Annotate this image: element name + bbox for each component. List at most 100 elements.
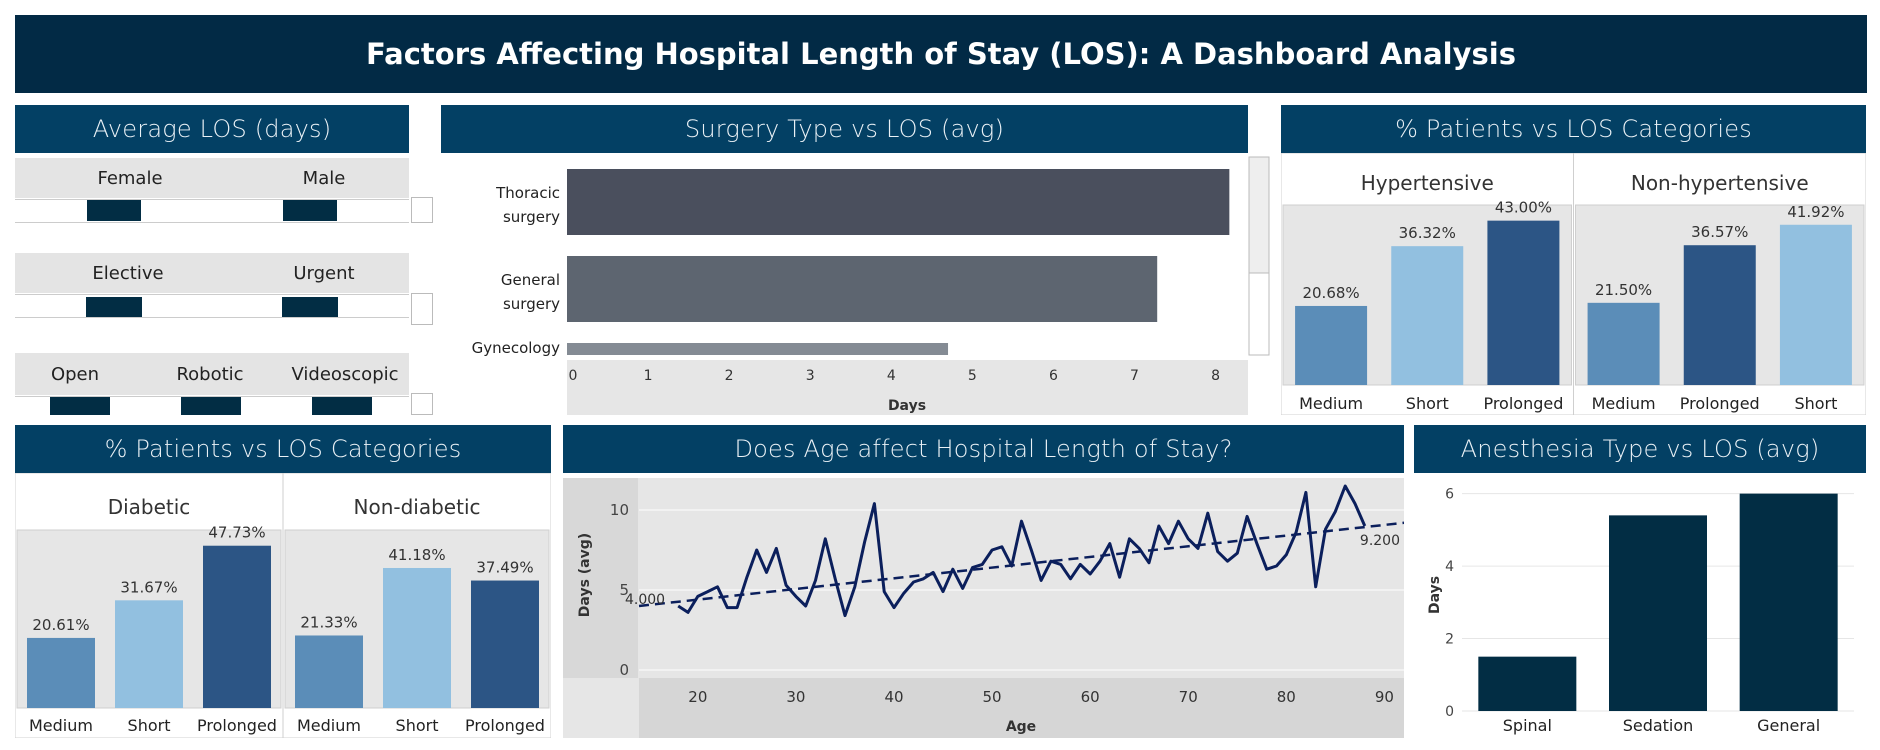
- anesthesia-y-tick: 6: [1445, 487, 1454, 503]
- bar-category-label: Medium: [1299, 394, 1363, 413]
- bar-value-label: 43.00%: [1495, 199, 1552, 217]
- avg-los-panel: Female Male Elective Urgent Open Robotic…: [15, 153, 435, 415]
- age-yaxis-band: [563, 478, 638, 678]
- bar-value-label: 20.68%: [1302, 284, 1359, 302]
- elective-label: Elective: [92, 263, 164, 284]
- anesthesia-bar: [1609, 515, 1707, 711]
- male-bar: [283, 200, 337, 221]
- bar-value-label: 21.33%: [300, 613, 357, 631]
- elective-bar: [86, 297, 142, 317]
- surgery-bar: [567, 343, 949, 355]
- anesthesia-chart: 0 2 4 6 Spinal Sedation General Days: [1427, 487, 1854, 735]
- surgery-x-tick: 4: [887, 368, 896, 384]
- avg-los-header: Average LOS (days): [15, 105, 409, 153]
- admission-header-band: [15, 253, 409, 293]
- percent-bar: [1779, 224, 1852, 385]
- surgery-x-tick: 5: [968, 368, 977, 384]
- surgery-scrollbar-thumb[interactable]: [1248, 156, 1270, 274]
- surgery-approach-group: Open Robotic Videoscopic: [15, 353, 409, 415]
- bar-value-label: 37.49%: [476, 559, 533, 577]
- percent-bar: [1295, 305, 1368, 385]
- surgery-header: Surgery Type vs LOS (avg): [441, 105, 1248, 153]
- age-x-axis-label: Age: [1006, 719, 1036, 735]
- age-x-tick: 80: [1277, 688, 1296, 706]
- bar-category-label: Short: [396, 716, 439, 735]
- age-chart: 0 5 10 20 30 40 50 60 70 80 90 4.000 9.200 Age Day…: [563, 478, 1404, 738]
- gender-group: Female Male: [15, 158, 409, 228]
- bar-value-label: 20.61%: [32, 616, 89, 634]
- admission-group: Elective Urgent: [15, 253, 409, 323]
- percent-bar: [1487, 220, 1560, 385]
- male-label: Male: [302, 168, 346, 189]
- diab-header: % Patients vs LOS Categories: [15, 425, 551, 473]
- trend-end-label: 9.200: [1360, 533, 1400, 549]
- surgery-category-label: surgery: [503, 295, 560, 313]
- age-x-tick: 40: [884, 688, 903, 706]
- age-x-tick: 20: [688, 688, 707, 706]
- percent-bar: [471, 580, 539, 708]
- age-y-tick: 10: [610, 501, 629, 519]
- percent-bar: [203, 545, 271, 708]
- dashboard-title: Factors Affecting Hospital Length of Sta…: [366, 37, 1516, 71]
- bar-value-label: 41.92%: [1787, 203, 1844, 221]
- age-x-tick: 60: [1081, 688, 1100, 706]
- open-label: Open: [50, 364, 100, 385]
- surgery-bar: [567, 256, 1158, 322]
- gender-bar-row: [15, 199, 409, 223]
- gender-scrollbar[interactable]: [411, 197, 433, 223]
- percent-bar: [295, 635, 363, 708]
- diabetes-chart: Diabetic 20.61% Medium 31.67% Short 47.73% Pro…: [15, 473, 551, 738]
- surgery-category-label: General: [501, 271, 560, 289]
- age-y-tick: 5: [619, 581, 629, 599]
- bar-category-label: Prolonged: [1680, 394, 1760, 413]
- age-x-tick: 30: [786, 688, 805, 706]
- anesthesia-bar: [1478, 656, 1577, 711]
- bar-category-label: Short: [1406, 394, 1449, 413]
- age-title: Does Age affect Hospital Length of Stay?: [734, 435, 1233, 463]
- bar-category-label: Medium: [297, 716, 361, 735]
- surgery-chart: ThoracicsurgeryGeneralsurgeryGynecology …: [472, 156, 1270, 415]
- anesthesia-header: Anesthesia Type vs LOS (avg): [1414, 425, 1866, 473]
- avg-los-title: Average LOS (days): [92, 115, 332, 143]
- anesthesia-y-tick: 2: [1445, 632, 1454, 648]
- bar-category-label: Prolonged: [197, 716, 277, 735]
- age-xaxis-band: [639, 678, 1404, 738]
- age-y-tick: 0: [619, 661, 629, 679]
- surgery-axis-band: [567, 360, 1248, 415]
- age-y-axis-label: Days (avg): [577, 533, 593, 617]
- surgery-bar: [567, 169, 1230, 235]
- anesthesia-y-tick: 0: [1445, 704, 1454, 720]
- hypertension-chart: Hypertensive 20.68% Medium 36.32% Short 43.00…: [1281, 153, 1866, 415]
- robotic-bar: [181, 397, 241, 415]
- hyper-header: % Patients vs LOS Categories: [1281, 105, 1866, 153]
- percent-bar: [1391, 246, 1464, 385]
- percent-bar: [115, 600, 183, 708]
- trend-start-label: 4.000: [625, 592, 665, 608]
- surgery-x-tick: 6: [1049, 368, 1058, 384]
- bar-category-label: Medium: [1592, 394, 1656, 413]
- age-header: Does Age affect Hospital Length of Stay?: [563, 425, 1404, 473]
- urgent-label: Urgent: [293, 263, 355, 284]
- anesthesia-category-label: General: [1757, 716, 1820, 735]
- surgery-x-axis-label: Days: [888, 398, 926, 414]
- open-bar: [50, 397, 110, 415]
- admission-scrollbar[interactable]: [411, 293, 433, 325]
- gender-header-band: [15, 158, 409, 198]
- bar-value-label: 36.32%: [1399, 224, 1456, 242]
- bar-category-label: Prolonged: [1483, 394, 1563, 413]
- surgery-x-tick: 3: [806, 368, 815, 384]
- surgery-x-tick: 2: [725, 368, 734, 384]
- surgery-x-tick: 0: [569, 368, 578, 384]
- bar-category-label: Prolonged: [465, 716, 545, 735]
- panel-name: Non-diabetic: [354, 495, 481, 519]
- anesthesia-category-label: Sedation: [1623, 716, 1694, 735]
- surgery-x-tick: 1: [644, 368, 653, 384]
- urgent-bar: [282, 297, 338, 317]
- approach-scrollbar[interactable]: [411, 393, 433, 415]
- surgery-x-tick: 7: [1130, 368, 1139, 384]
- diab-title: % Patients vs LOS Categories: [104, 435, 462, 463]
- age-los-line: [677, 484, 1367, 618]
- anesthesia-title: Anesthesia Type vs LOS (avg): [1460, 435, 1820, 463]
- approach-header-band: [15, 353, 409, 395]
- admission-bar-row: [15, 294, 409, 318]
